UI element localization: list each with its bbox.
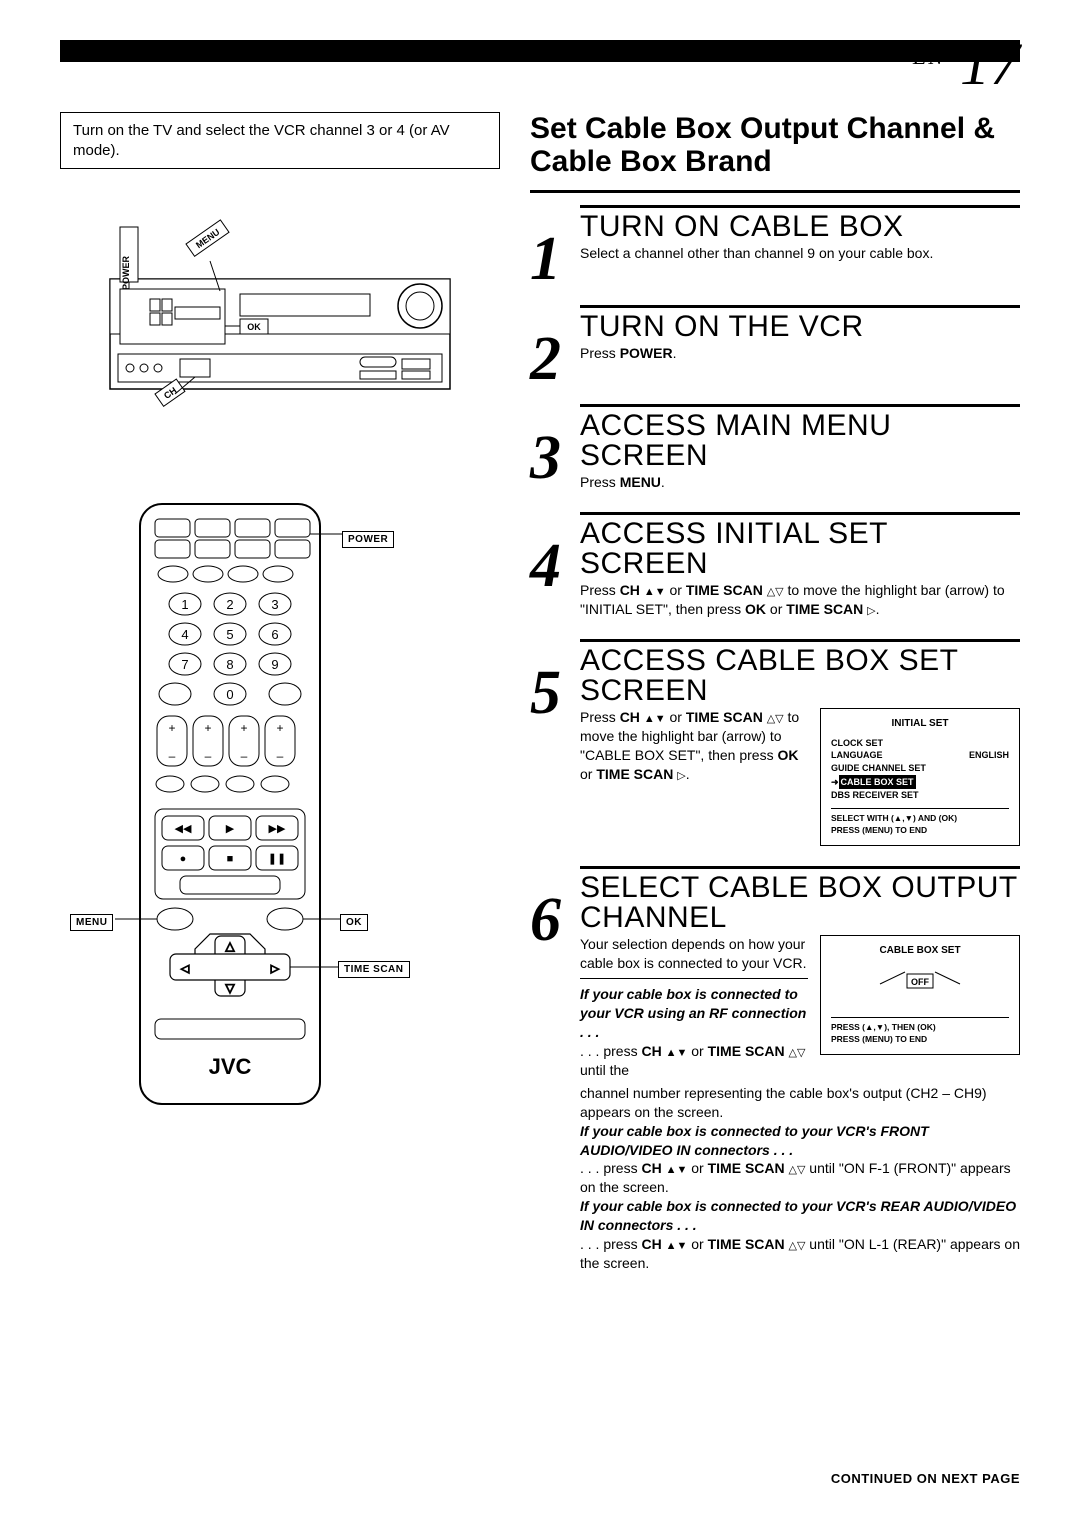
step-5: 5 ACCESS CABLE BOX SET SCREEN Press CH ▲…: [530, 639, 1020, 846]
svg-text:▽: ▽: [225, 981, 235, 995]
step-text: Select a channel other than channel 9 on…: [580, 244, 1020, 263]
power-label: POWER: [342, 531, 394, 548]
section-title: Set Cable Box Output Channel & Cable Box…: [530, 112, 1020, 178]
svg-text:+: +: [240, 721, 247, 735]
svg-text:4: 4: [181, 627, 188, 642]
svg-text:+: +: [168, 721, 175, 735]
svg-text:7: 7: [181, 657, 188, 672]
step-4: 4 ACCESS INITIAL SET SCREEN Press CH ▲▼ …: [530, 512, 1020, 619]
svg-text:▶▶: ▶▶: [269, 823, 286, 835]
svg-text:0: 0: [226, 687, 233, 702]
osd-line: DBS RECEIVER SET: [831, 789, 1009, 802]
svg-text:+: +: [204, 721, 211, 735]
right-column: Set Cable Box Output Channel & Cable Box…: [530, 112, 1020, 1293]
step-text: Press POWER.: [580, 344, 1020, 363]
intro-box: Turn on the TV and select the VCR channe…: [60, 112, 500, 169]
page-number: EN 17: [913, 30, 1020, 99]
section-rule: [530, 190, 1020, 193]
step-heading: ACCESS INITIAL SET SCREEN: [580, 519, 1020, 579]
svg-text:▷: ▷: [271, 963, 280, 975]
svg-text:▶: ▶: [226, 823, 235, 835]
osd-footer2: PRESS (MENU) TO END: [831, 825, 1009, 837]
svg-text:●: ●: [180, 853, 187, 865]
svg-text:△: △: [225, 939, 235, 953]
step-2: 2 TURN ON THE VCR Press POWER.: [530, 305, 1020, 385]
page-num-value: 17: [960, 31, 1020, 97]
svg-text:1: 1: [181, 597, 188, 612]
svg-text:–: –: [169, 749, 176, 763]
osd-footer1: PRESS (▲,▼), THEN (OK): [831, 1022, 1009, 1034]
step-heading: TURN ON THE VCR: [580, 312, 1020, 342]
continued-footer: CONTINUED ON NEXT PAGE: [831, 1471, 1020, 1486]
svg-text:–: –: [277, 749, 284, 763]
svg-text:2: 2: [226, 597, 233, 612]
step-heading: ACCESS MAIN MENU SCREEN: [580, 411, 1020, 471]
ok-label: OK: [247, 322, 261, 332]
osd-line: CLOCK SET: [831, 737, 1009, 750]
osd-line: LANGUAGEENGLISH: [831, 749, 1009, 762]
step-3: 3 ACCESS MAIN MENU SCREEN Press MENU.: [530, 404, 1020, 492]
step-number: 2: [530, 335, 580, 385]
svg-text:+: +: [276, 721, 283, 735]
step-number: 3: [530, 434, 580, 484]
step-1: 1 TURN ON CABLE BOX Select a channel oth…: [530, 205, 1020, 285]
step-text: Press CH ▲▼ or TIME SCAN △▽ to move the …: [580, 708, 808, 784]
top-bar: [60, 40, 1020, 62]
step-number: 4: [530, 542, 580, 592]
osd-title: CABLE BOX SET: [831, 944, 1009, 958]
step-text: Your selection depends on how your cable…: [580, 935, 808, 973]
svg-text:◀◀: ◀◀: [175, 823, 192, 835]
osd-footer2: PRESS (MENU) TO END: [831, 1034, 1009, 1046]
osd-initial-set: INITIAL SET CLOCK SET LANGUAGEENGLISH GU…: [820, 708, 1020, 846]
svg-text:3: 3: [271, 597, 278, 612]
step-heading: TURN ON CABLE BOX: [580, 212, 1020, 242]
left-column: Turn on the TV and select the VCR channe…: [60, 112, 500, 1293]
ok-label: OK: [340, 914, 368, 931]
svg-text:OFF: OFF: [911, 977, 929, 987]
vcr-diagram: POWER MENU OK: [60, 199, 500, 434]
svg-text:5: 5: [226, 627, 233, 642]
cable-icon: OFF: [831, 964, 1009, 998]
svg-text:–: –: [241, 749, 248, 763]
osd-cable-box-set: CABLE BOX SET OFF PRESS (▲,▼),: [820, 935, 1020, 1055]
step-number: 1: [530, 235, 580, 285]
step-number: 5: [530, 669, 580, 719]
step-number: 6: [530, 896, 580, 946]
step-heading: SELECT CABLE BOX OUTPUT CHANNEL: [580, 873, 1020, 933]
step-text-after: channel number representing the cable bo…: [580, 1084, 1020, 1273]
svg-text:–: –: [205, 749, 212, 763]
osd-line: GUIDE CHANNEL SET: [831, 762, 1009, 775]
step-6: 6 SELECT CABLE BOX OUTPUT CHANNEL Your s…: [530, 866, 1020, 1273]
svg-text:9: 9: [271, 657, 278, 672]
menu-label: MENU: [70, 914, 113, 931]
svg-text:◁: ◁: [181, 963, 190, 975]
brand-logo: JVC: [209, 1054, 252, 1079]
step-heading: ACCESS CABLE BOX SET SCREEN: [580, 646, 1020, 706]
osd-title: INITIAL SET: [831, 717, 1009, 731]
timescan-label: TIME SCAN: [338, 961, 410, 978]
step-text: Press CH ▲▼ or TIME SCAN △▽ to move the …: [580, 581, 1020, 619]
step-text: Press MENU.: [580, 473, 1020, 492]
svg-text:❚❚: ❚❚: [268, 853, 286, 865]
step-text-extra: If your cable box is connected to your V…: [580, 985, 808, 1079]
remote-diagram: 1 2 3 4 5 6 7 8 9 0 +: [60, 494, 500, 1139]
page-prefix: EN: [913, 44, 945, 69]
osd-footer1: SELECT WITH (▲,▼) AND (OK): [831, 813, 1009, 825]
svg-text:■: ■: [227, 853, 234, 865]
svg-text:8: 8: [226, 657, 233, 672]
osd-line-highlight: ➜CABLE BOX SET: [831, 775, 1009, 790]
svg-text:6: 6: [271, 627, 278, 642]
